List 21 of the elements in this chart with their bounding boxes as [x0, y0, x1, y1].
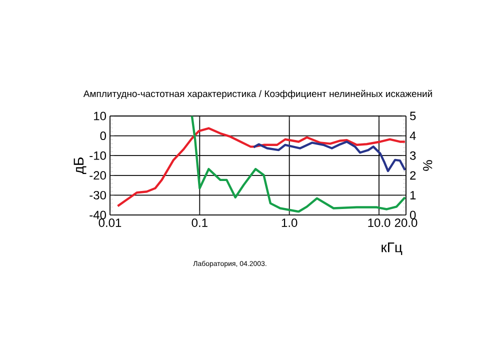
x-tick-label: 1.0 — [282, 218, 298, 228]
y2-tick-label: 2 — [410, 171, 416, 180]
y-tick-label: -30 — [90, 190, 106, 200]
x-axis-title: кГц — [382, 242, 402, 255]
y-tick-label: -20 — [90, 171, 106, 180]
y2-tick-label: 5 — [410, 112, 416, 120]
x-tick-label: 10.0 — [368, 218, 390, 228]
y-tick-label: -40 — [90, 210, 106, 220]
y2-tick-label: 1 — [410, 191, 416, 200]
y2-axis-title: % — [423, 160, 432, 171]
x-tick-label: 20.0 — [394, 218, 418, 228]
y2-tick-label: 4 — [410, 132, 416, 140]
x-tick-label: 0.1 — [192, 218, 208, 228]
y-tick-label: 10 — [94, 112, 106, 120]
x-tick-label: 0.01 — [98, 218, 122, 228]
y2-tick-label: 3 — [410, 151, 416, 160]
chart-title: Амплитудно-частотная характеристика / Коэффициент нелинейных искажений — [83, 90, 432, 99]
y-axis-title: дБ — [74, 158, 86, 174]
y-tick-label: 0 — [100, 132, 106, 140]
y2-tick-label: 0 — [410, 210, 416, 220]
y-tick-label: -10 — [90, 151, 106, 160]
